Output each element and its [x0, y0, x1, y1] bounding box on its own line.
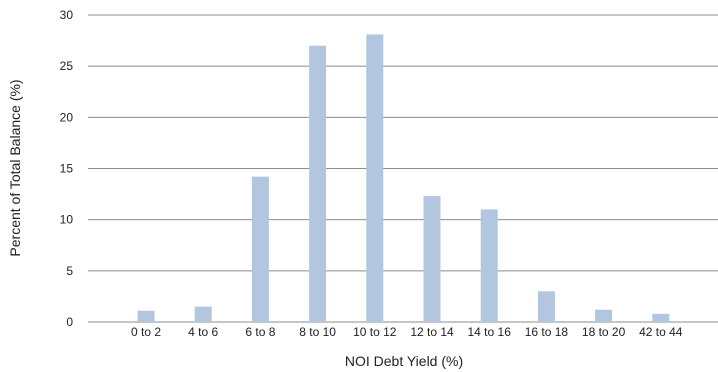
- y-tick-label: 15: [60, 162, 74, 176]
- x-tick-label: 42 to 44: [639, 325, 683, 339]
- bar-6-to-8: [251, 176, 269, 322]
- gridlines: [88, 14, 718, 323]
- x-tick-label: 0 to 2: [131, 325, 161, 339]
- x-tick-label: 12 to 14: [410, 325, 454, 339]
- y-tick-label: 0: [66, 315, 73, 329]
- bar-4-to-6: [194, 306, 212, 322]
- y-tick-label: 20: [60, 110, 74, 124]
- x-axis-title: NOI Debt Yield (%): [345, 353, 463, 369]
- x-tick-label: 18 to 20: [582, 325, 626, 339]
- y-tick-label: 5: [66, 264, 73, 278]
- x-tick-label: 4 to 6: [188, 325, 218, 339]
- bar-18-to-20: [595, 309, 613, 322]
- x-tick-label: 10 to 12: [353, 325, 397, 339]
- x-tick-label: 8 to 10: [299, 325, 336, 339]
- bar-12-to-14: [423, 196, 441, 322]
- y-axis-title: Percent of Total Balance (%): [7, 79, 23, 256]
- x-tick-label: 16 to 18: [525, 325, 569, 339]
- bar-0-to-2: [137, 310, 155, 322]
- bars: [137, 34, 670, 323]
- bar-10-to-12: [366, 34, 384, 323]
- y-tick-labels: 0 5 10 15 20 25 30: [60, 8, 74, 329]
- x-tick-label: 14 to 16: [468, 325, 512, 339]
- bar-42-to-44: [652, 313, 670, 322]
- x-tick-labels: 0 to 2 4 to 6 6 to 8 8 to 10 10 to 12 12 to 1…: [131, 325, 683, 339]
- y-tick-label: 30: [60, 8, 74, 22]
- y-tick-label: 25: [60, 59, 74, 73]
- bar-8-to-10: [309, 45, 327, 322]
- bar-14-to-16: [480, 209, 498, 322]
- bar-16-to-18: [537, 291, 555, 322]
- y-tick-label: 10: [60, 213, 74, 227]
- x-tick-label: 6 to 8: [245, 325, 275, 339]
